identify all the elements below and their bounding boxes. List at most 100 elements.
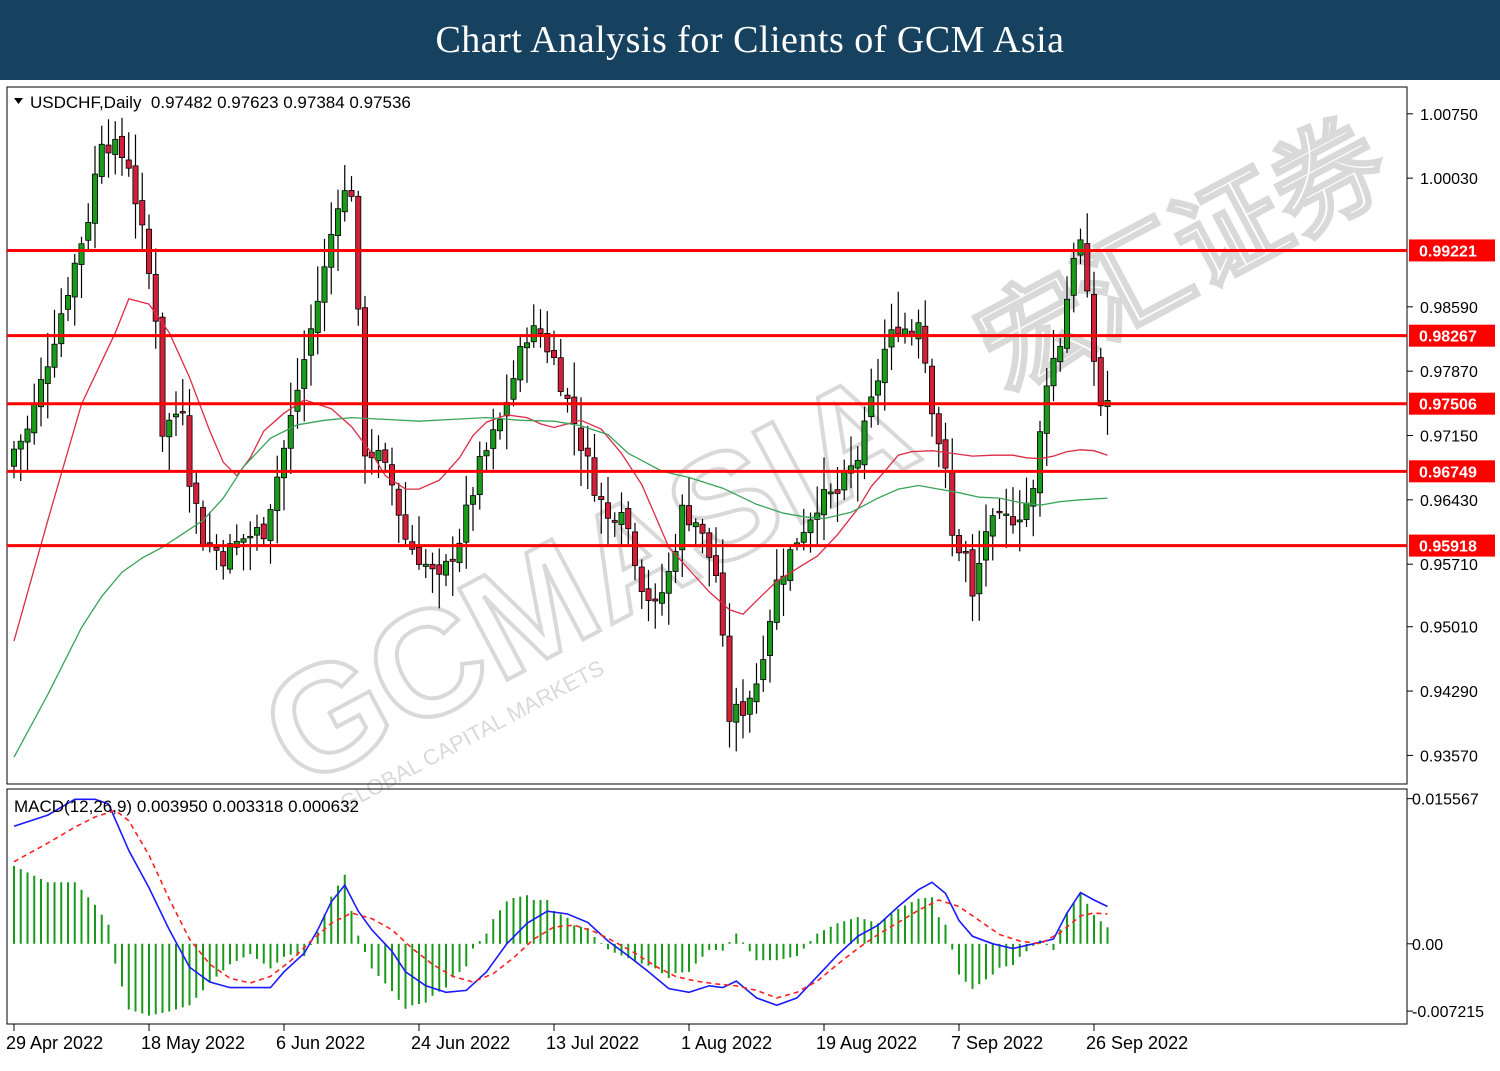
candle-body: [962, 551, 969, 554]
candle-body: [152, 273, 159, 322]
candle-body: [672, 551, 679, 572]
price-panel: [6, 86, 1408, 785]
candle-body: [841, 470, 848, 491]
candle-body: [571, 396, 578, 425]
candle-body: [294, 389, 301, 412]
candle-body: [551, 350, 558, 359]
candle-body: [564, 394, 571, 399]
candle-body: [24, 428, 31, 443]
candle-body: [226, 543, 233, 570]
candle-body: [942, 439, 949, 469]
candle-body: [814, 512, 821, 520]
candle-body: [85, 222, 92, 241]
candle-body: [159, 316, 166, 437]
candle-body: [524, 342, 531, 349]
candle-body: [1043, 385, 1050, 434]
candle-body: [375, 450, 382, 461]
macd-y-tick-label: 0.00: [1412, 937, 1443, 954]
candle-body: [301, 359, 308, 389]
level-tag-label: 0.95918: [1419, 539, 1477, 556]
candle-body: [58, 313, 65, 345]
candle-body: [240, 538, 247, 543]
candle-body: [31, 403, 38, 434]
candle-body: [361, 307, 368, 457]
candle-body: [679, 504, 686, 551]
candle-body: [517, 346, 524, 381]
candle-body: [119, 135, 126, 159]
candle-body: [341, 190, 348, 213]
candle-body: [881, 348, 888, 384]
candle-body: [544, 332, 551, 353]
candle-body: [895, 326, 902, 335]
candle-body: [456, 542, 463, 564]
candle-body: [395, 488, 402, 516]
level-tag-label: 0.99221: [1419, 243, 1477, 260]
level-tag: [1409, 239, 1495, 262]
axes-layer: 0.99221 0.98267 0.97506 0.96749 0.95918 1.007…: [6, 107, 1495, 1053]
candle-body: [1091, 293, 1098, 362]
candle-body: [179, 411, 186, 414]
x-tick-label: 29 Apr 2022: [6, 1033, 103, 1053]
y-tick-label: 0.95710: [1420, 557, 1478, 574]
candle-body: [280, 447, 287, 479]
candle-body: [1077, 239, 1084, 256]
candle-body: [598, 496, 605, 501]
candle-body: [172, 413, 179, 418]
candle-body: [530, 325, 537, 343]
macd-layer: [13, 798, 1109, 1016]
candle-body: [740, 701, 747, 716]
signal-line: [13, 809, 1108, 999]
candle-body: [915, 322, 922, 340]
candle-body: [692, 522, 699, 528]
y-tick-label: 0.96430: [1420, 493, 1478, 510]
candle-body: [713, 555, 720, 576]
x-tick-label: 6 Jun 2022: [276, 1033, 365, 1053]
candle-body: [206, 542, 213, 545]
candle-body: [935, 413, 942, 445]
x-tick-label: 13 Jul 2022: [546, 1033, 639, 1053]
sma-slow-line: [13, 416, 1108, 758]
candle-body: [726, 635, 733, 722]
candle-body: [746, 697, 753, 715]
y-tick-label: 0.93570: [1420, 748, 1478, 765]
candle-body: [888, 329, 895, 348]
candle-body: [213, 546, 220, 551]
x-tick-label: 7 Sep 2022: [951, 1033, 1043, 1053]
x-tick-label: 18 May 2022: [141, 1033, 245, 1053]
candle-body: [611, 520, 618, 523]
candle-body: [463, 504, 470, 543]
candle-body: [429, 563, 436, 570]
candle-body: [922, 325, 929, 364]
candle-body: [929, 365, 936, 415]
candle-body: [1037, 431, 1044, 494]
candle-body: [989, 515, 996, 537]
candle-body: [483, 450, 490, 457]
candle-body: [422, 563, 429, 567]
candle-body: [578, 427, 585, 451]
candle-body: [10, 448, 17, 467]
candle-body: [760, 659, 767, 681]
candle-body: [314, 300, 321, 333]
chart-area: GCMASIA GLOBAL CAPITAL MARKETS 宏汇证券 0.99…: [6, 86, 1495, 1053]
candle-body: [645, 588, 652, 601]
candle-body: [1064, 298, 1071, 349]
candle-body: [287, 415, 294, 449]
candle-body: [139, 200, 146, 226]
y-tick-label: 1.00750: [1420, 107, 1478, 124]
candle-body: [132, 165, 139, 205]
candle-body: [260, 523, 267, 540]
y-tick-label: 0.98590: [1420, 300, 1478, 317]
candle-body: [854, 459, 861, 469]
candle-body: [632, 531, 639, 566]
candle-body: [44, 366, 51, 384]
candle-body: [773, 579, 780, 623]
x-tick-label: 19 Aug 2022: [816, 1033, 917, 1053]
candle-body: [307, 328, 314, 356]
dropdown-triangle-icon[interactable]: [14, 98, 23, 104]
candle-body: [105, 144, 112, 154]
candle-body: [321, 266, 328, 303]
candle-body: [659, 592, 666, 604]
candle-body: [868, 396, 875, 418]
candle-body: [71, 262, 78, 298]
price-header: USDCHF,Daily 0.97482 0.97623 0.97384 0.9…: [30, 93, 411, 112]
